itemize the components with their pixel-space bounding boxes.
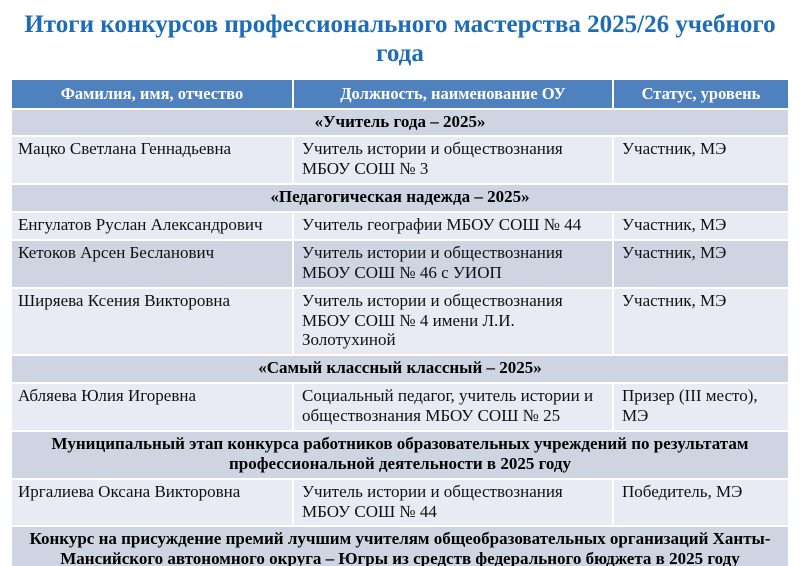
section-row: «Самый классный классный – 2025» — [12, 356, 788, 383]
status-cell: Призер (III место), МЭ — [614, 384, 788, 430]
position-cell: Социальный педагог, учитель истории и об… — [294, 384, 612, 430]
position-cell: Учитель истории и обществознания МБОУ СО… — [294, 479, 612, 526]
status-cell: Участник, МЭ — [614, 240, 788, 287]
section-row: Муниципальный этап конкурса работников о… — [12, 431, 788, 478]
section-title: «Самый классный классный – 2025» — [12, 356, 788, 383]
name-cell: Ширяева Ксения Викторовна — [12, 288, 292, 355]
data-row: Енгулатов Руслан Александрович Учитель ге… — [12, 213, 788, 239]
position-cell: Учитель истории и обществознания МБОУ СО… — [294, 240, 612, 287]
section-title: Муниципальный этап конкурса работников о… — [12, 431, 788, 478]
slide-title: Итоги конкурсов профессионального мастер… — [24, 11, 776, 67]
name-cell: Мацко Светлана Геннадьевна — [12, 137, 292, 184]
section-title: «Педагогическая надежда – 2025» — [12, 185, 788, 211]
data-row: Кетоков Арсен Бесланович Учитель истории … — [12, 240, 788, 287]
column-header-name: Фамилия, имя, отчество — [12, 79, 292, 108]
name-cell: Абляева Юлия Игоревна — [12, 384, 292, 430]
status-cell: Победитель, МЭ — [614, 479, 788, 526]
results-table: Фамилия, имя, отчество Должность, наимен… — [10, 78, 790, 566]
section-title: «Учитель года – 2025» — [12, 109, 788, 136]
table-body: «Учитель года – 2025» Мацко Светлана Генн… — [12, 109, 788, 566]
section-row: Конкурс на присуждение премий лучшим учи… — [12, 527, 788, 566]
position-cell: Учитель географии МБОУ СОШ № 44 — [294, 213, 612, 239]
section-row: «Учитель года – 2025» — [12, 109, 788, 136]
status-cell: Участник, МЭ — [614, 137, 788, 184]
data-row: Мацко Светлана Геннадьевна Учитель истори… — [12, 137, 788, 184]
data-row: Абляева Юлия Игоревна Социальный педагог,… — [12, 384, 788, 430]
status-cell: Участник, МЭ — [614, 288, 788, 355]
section-row: «Педагогическая надежда – 2025» — [12, 185, 788, 211]
column-header-position: Должность, наименование ОУ — [294, 79, 612, 108]
status-cell: Участник, МЭ — [614, 213, 788, 239]
name-cell: Кетоков Арсен Бесланович — [12, 240, 292, 287]
position-cell: Учитель истории и обществознания МБОУ СО… — [294, 288, 612, 355]
position-cell: Учитель истории и обществознания МБОУ СО… — [294, 137, 612, 184]
data-row: Ширяева Ксения Викторовна Учитель истории… — [12, 288, 788, 355]
slide: Итоги конкурсов профессионального мастер… — [0, 11, 800, 566]
section-title: Конкурс на присуждение премий лучшим учи… — [12, 527, 788, 566]
data-row: Иргалиева Оксана Викторовна Учитель истор… — [12, 479, 788, 526]
name-cell: Иргалиева Оксана Викторовна — [12, 479, 292, 526]
name-cell: Енгулатов Руслан Александрович — [12, 213, 292, 239]
column-header-status: Статус, уровень — [614, 79, 788, 108]
header-row: Фамилия, имя, отчество Должность, наимен… — [12, 79, 788, 108]
